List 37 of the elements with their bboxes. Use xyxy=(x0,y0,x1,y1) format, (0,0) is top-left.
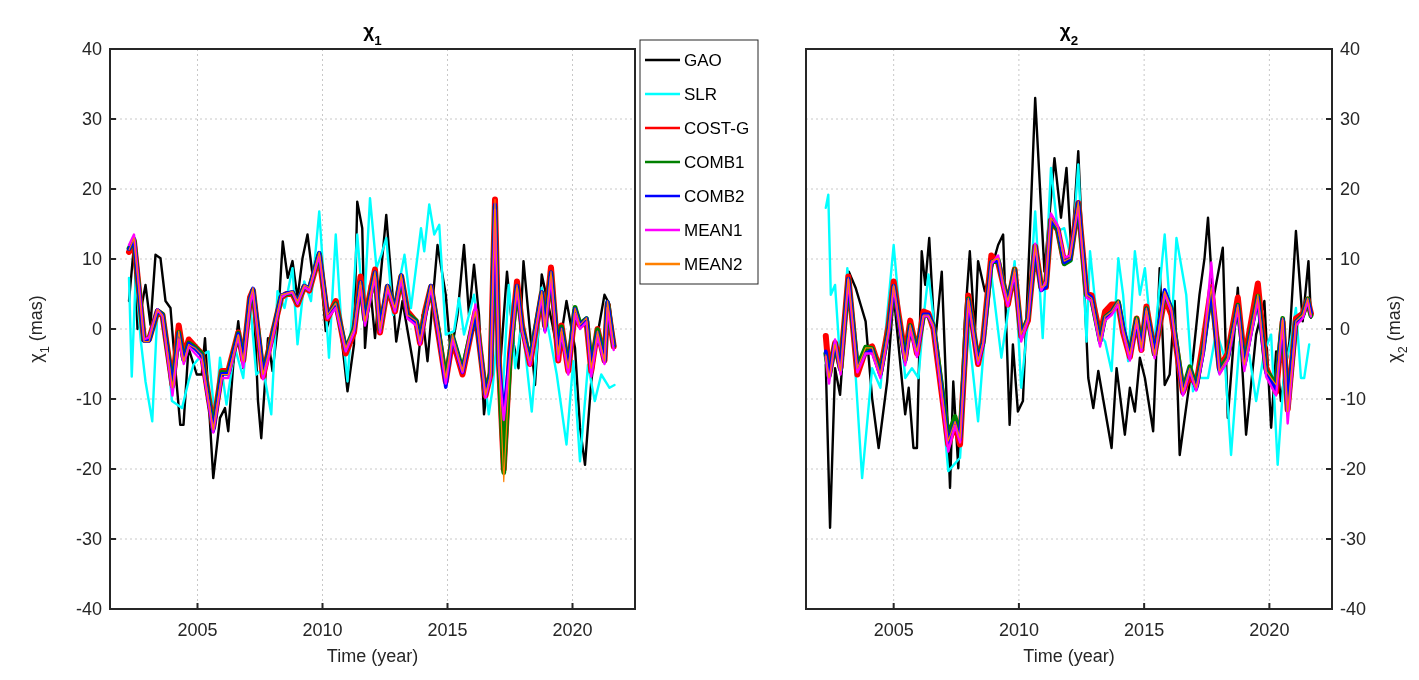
y2-tick-label: 20 xyxy=(1340,179,1361,200)
legend-label: COMB1 xyxy=(684,152,745,172)
y-tick-label: 20 xyxy=(81,179,102,200)
x-tick-label: 2015 xyxy=(427,620,468,640)
legend-label: COMB2 xyxy=(684,186,745,206)
y-tick-label: -20 xyxy=(75,459,102,480)
x-axis-title: Time (year) xyxy=(326,646,419,666)
y-tick-label: -10 xyxy=(75,389,102,410)
y2-tick-label: 40 xyxy=(1340,39,1361,60)
legend-label: MEAN2 xyxy=(684,254,743,274)
y2-tick-label: -40 xyxy=(1340,599,1367,620)
x-tick-label: 2005 xyxy=(177,620,218,640)
x-axis-title: Time (year) xyxy=(1023,646,1115,666)
legend-label: COST-G xyxy=(684,118,750,138)
y-tick-label: -30 xyxy=(75,529,102,550)
legend-label: GAO xyxy=(684,50,722,70)
legend-label: SLR xyxy=(684,84,718,104)
x-tick-label: 2010 xyxy=(302,620,343,640)
y-tick-label: 40 xyxy=(81,39,102,60)
x-tick-label: 2010 xyxy=(998,620,1039,640)
chart-title: χ$_{2}$ xyxy=(1059,20,1079,48)
y2-tick-label: 0 xyxy=(1340,319,1351,340)
y-tick-label: 30 xyxy=(81,109,102,130)
y-tick-label: 0 xyxy=(91,319,102,340)
chart-title: χ$_{1}$ xyxy=(363,20,383,48)
x-tick-label: 2020 xyxy=(552,620,593,640)
y2-tick-label: -20 xyxy=(1340,459,1367,480)
y2-tick-label: 30 xyxy=(1340,109,1361,130)
legend-label: MEAN1 xyxy=(684,220,743,240)
y-tick-label: -40 xyxy=(75,599,102,620)
y-tick-label: 10 xyxy=(81,249,102,270)
y2-tick-label: -10 xyxy=(1340,389,1367,410)
x-tick-label: 2005 xyxy=(873,620,914,640)
y2-tick-label: 10 xyxy=(1340,249,1361,270)
x-tick-label: 2020 xyxy=(1249,620,1290,640)
y2-tick-label: -30 xyxy=(1340,529,1367,550)
x-tick-label: 2015 xyxy=(1124,620,1165,640)
